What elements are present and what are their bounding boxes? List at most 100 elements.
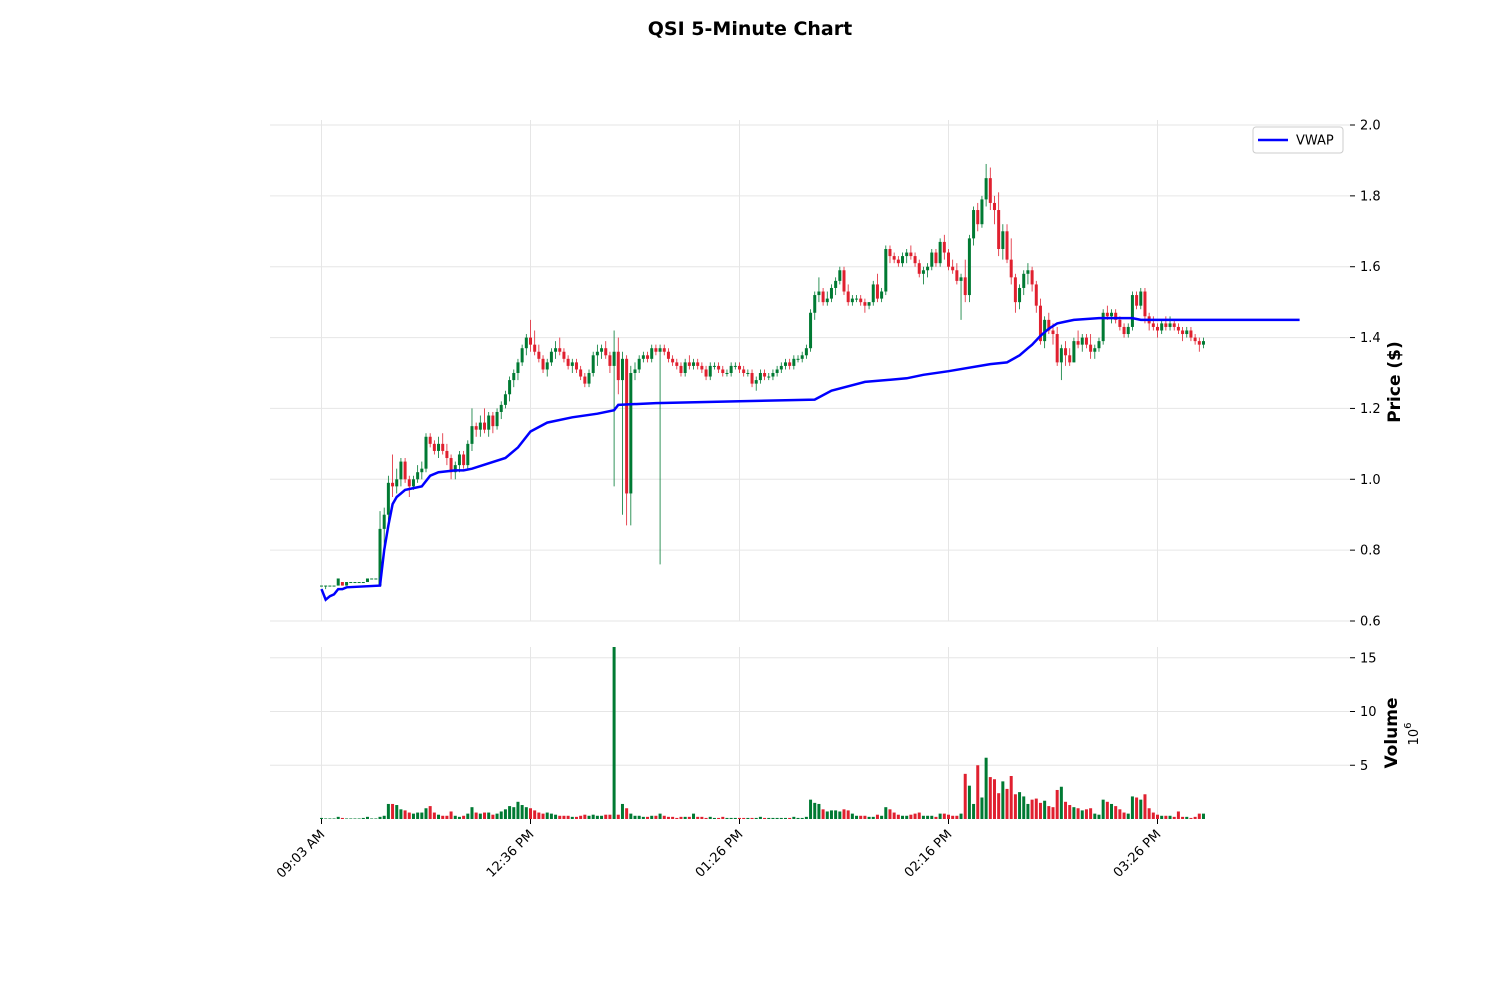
candle-body [859,298,863,303]
volume-bar [1018,792,1022,819]
volume-bar [947,814,950,819]
volume-bar [420,812,424,819]
candle-body [374,578,378,580]
volume-bar [1038,802,1042,819]
candle-body [1097,341,1101,349]
volume-bar [370,818,374,819]
volume-bar [963,773,967,819]
candle-body [370,578,374,580]
volume-bar [591,814,595,819]
volume-bar [503,809,507,819]
candle-body [478,422,482,430]
volume-bar [892,812,896,819]
volume-bars [320,647,1205,819]
volume-bar [804,816,808,819]
volume-bar [558,815,562,819]
volume-bar [462,815,466,819]
candle-body [391,482,395,487]
volume-bar [976,765,980,819]
candle-body [662,348,666,352]
volume-bar [905,815,909,819]
candle-body [1130,295,1134,327]
volume-bar [930,815,934,819]
volume-bar [1059,786,1063,819]
volume-bar [942,813,946,819]
candle-body [842,270,846,292]
volume-bar [1005,788,1009,819]
volume-bar [579,815,583,819]
candle-body [884,249,888,292]
candle-body [1122,326,1126,335]
candle-body [666,351,670,359]
volume-bar [675,817,679,819]
candle-body [1164,323,1168,327]
volume-bar [679,816,683,819]
candle-body [1055,334,1059,363]
candle-body [403,461,407,480]
candle-body [838,270,842,281]
volume-bar [1009,776,1013,819]
candle-body [1160,323,1164,331]
candle-body [1013,277,1017,303]
volume-bar [792,816,796,819]
candle-body [654,348,658,352]
candle-body [332,585,336,587]
x-tick-label: 09:03 AM [274,827,328,881]
candle-body [349,582,353,584]
volume-bar [746,817,750,819]
volume-bar [332,818,336,819]
volume-bar [1001,781,1005,819]
volume-bar [817,803,821,819]
candle-body [1072,341,1076,363]
price-candles [320,163,1205,590]
candle-body [437,443,441,451]
volume-bar [637,815,641,819]
candle-body [951,266,955,271]
candle-body [1126,326,1130,335]
volume-bar [428,806,432,819]
x-tick-label: 12:36 PM [484,827,537,880]
candle-body [976,210,980,225]
volume-bar [896,814,900,819]
candle-body [683,362,687,373]
candle-body [1135,295,1139,306]
volume-bar [361,817,365,819]
volume-bar [1105,801,1109,819]
volume-bar [796,817,800,819]
candle-body [520,348,524,363]
candle-body [1093,348,1097,352]
candle-body [587,373,591,384]
volume-bar [449,811,453,819]
candle-body [470,426,474,444]
candle-body [742,369,746,373]
volume-bar [437,814,441,819]
volume-bar [842,809,846,819]
candle-body [453,465,457,473]
candle-body [997,210,1001,249]
candle-body [988,178,992,203]
candle-body [809,312,813,349]
volume-bar [821,809,825,819]
volume-bar [1080,810,1084,819]
volume-bar [809,799,813,819]
volume-bar [859,815,863,819]
candle-body [1076,341,1080,345]
candle-body [1001,231,1005,249]
price-tick-label: 0.8 [1360,544,1381,559]
candle-body [1139,291,1143,306]
volume-bar [416,812,420,819]
candle-body [721,369,725,373]
candle-body [378,528,382,586]
candle-body [487,415,491,430]
volume-bar [959,813,963,819]
price-tick-label: 1.4 [1360,331,1381,346]
volume-bar [336,816,340,819]
candle-body [1185,330,1189,335]
candle-body [1038,305,1042,342]
candle-body [792,358,796,366]
volume-bar [683,816,687,819]
volume-bar [704,817,708,819]
candle-body [508,380,512,395]
volume-bar [800,817,804,819]
volume-bar [1189,817,1193,819]
